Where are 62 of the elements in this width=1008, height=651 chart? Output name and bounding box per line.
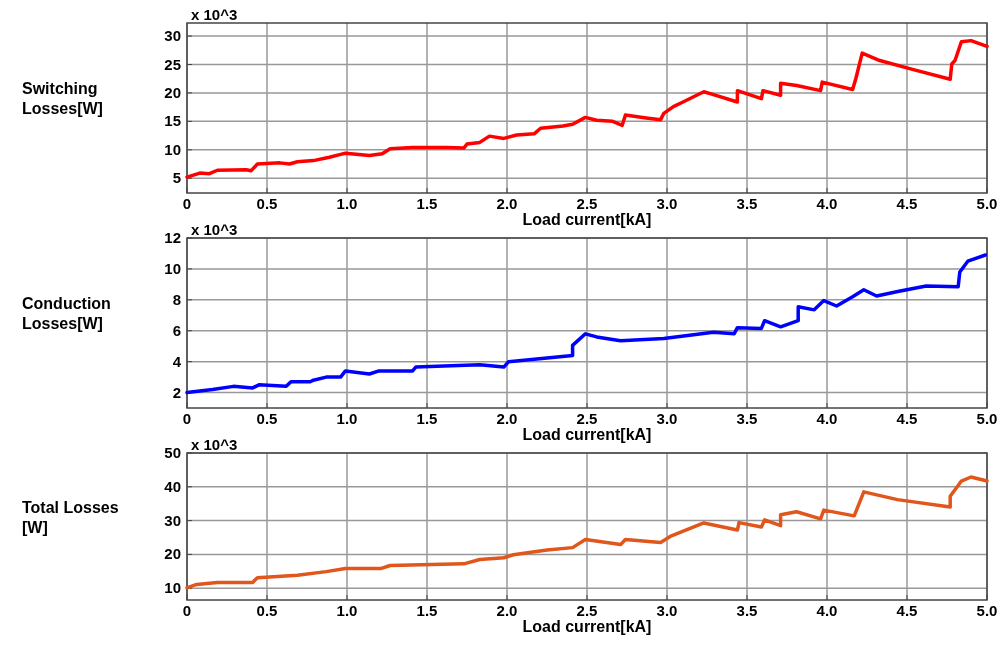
- y-tick-label: 20: [164, 83, 181, 101]
- x-tick-label: 2.5: [576, 410, 598, 427]
- x-tick-label: 0: [182, 602, 192, 619]
- x-tick-label: 3.0: [656, 602, 678, 619]
- y-tick-label: 8: [172, 290, 181, 308]
- x-tick-label: 2.5: [576, 195, 598, 212]
- y-axis-title: Total Losses [W]: [22, 498, 119, 536]
- x-axis-title: Load current[kA]: [522, 618, 652, 635]
- x-tick-label: 1.5: [416, 195, 438, 212]
- y-tick-label: 6: [172, 321, 181, 339]
- y-tick-label: 30: [164, 511, 181, 529]
- x-axis-title: Load current[kA]: [522, 426, 652, 443]
- text: x 10^3: [191, 221, 238, 238]
- y-tick-label: 2: [172, 383, 181, 401]
- x-tick-label: 0.5: [256, 410, 278, 427]
- y-tick-label: 40: [164, 477, 181, 495]
- x-tick-label: 4.5: [896, 410, 918, 427]
- y-tick-label: 12: [164, 229, 181, 246]
- x-tick-label: 1.5: [416, 602, 438, 619]
- x-tick-label: 0.5: [256, 195, 278, 212]
- x-tick-label: 1.0: [336, 410, 358, 427]
- x-tick-label: 3.0: [656, 195, 678, 212]
- x-tick-label: 4.0: [816, 195, 838, 212]
- x-tick-label: 4.5: [896, 602, 918, 619]
- y-axis-title: Conduction Losses[W]: [22, 295, 111, 332]
- y-tick-label: 5: [172, 169, 181, 187]
- x-tick-label: 0: [182, 195, 192, 212]
- annotation: x 10^3: [191, 436, 238, 453]
- x-tick-label: 3.5: [736, 195, 758, 212]
- line-series: [185, 475, 989, 590]
- line-series: [185, 253, 988, 395]
- x-tick-label: 4.5: [896, 195, 918, 212]
- y-tick-label: 10: [164, 579, 181, 597]
- y-tick-label: 10: [164, 259, 181, 277]
- y-tick-label: 25: [164, 55, 181, 73]
- x-tick-label: 4.0: [816, 602, 838, 619]
- x-tick-label: 3.5: [736, 410, 758, 427]
- y-tick-label: 20: [164, 545, 181, 563]
- x-tick-label: 5.0: [976, 602, 998, 619]
- y-tick-label: 30: [164, 27, 181, 45]
- x-tick-label: 0: [182, 410, 192, 427]
- x-tick-label: 1.0: [336, 195, 358, 212]
- x-tick-label: 3.0: [656, 410, 678, 427]
- x-tick-label: 2.0: [496, 410, 518, 427]
- x-tick-label: 4.0: [816, 410, 838, 427]
- x-axis-title: Load current[kA]: [522, 211, 652, 228]
- y-tick-label: 4: [172, 352, 182, 370]
- y-axis-title: Switching Losses[W]: [22, 80, 103, 117]
- x-tick-label: 0.5: [256, 602, 278, 619]
- y-tick-label: 10: [164, 140, 181, 158]
- text: x 10^3: [191, 6, 238, 23]
- x-tick-label: 5.0: [976, 410, 998, 427]
- y-tick-label: 15: [164, 112, 181, 130]
- line-series: [185, 38, 989, 179]
- x-tick-label: 5.0: [976, 195, 998, 212]
- x-tick-label: 1.5: [416, 410, 438, 427]
- x-tick-label: 2.0: [496, 195, 518, 212]
- x-tick-label: 3.5: [736, 602, 758, 619]
- x-tick-label: 1.0: [336, 602, 358, 619]
- x-tick-label: 2.5: [576, 602, 598, 619]
- y-tick-label: 50: [164, 444, 181, 461]
- x-tick-label: 2.0: [496, 602, 518, 619]
